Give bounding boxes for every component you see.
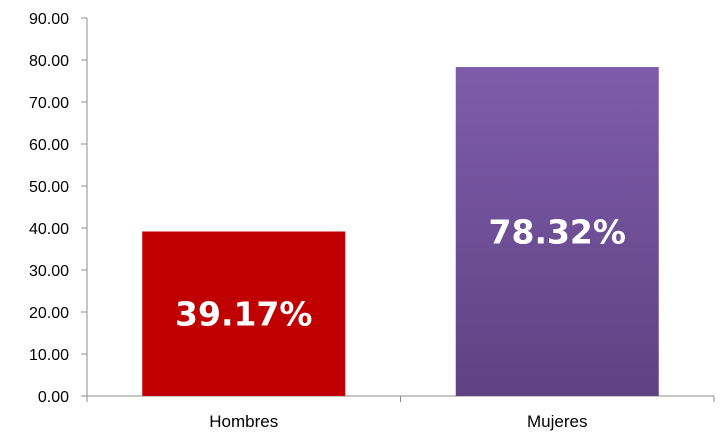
y-tick-label: 60.00	[29, 137, 69, 154]
bar-hombres	[142, 231, 346, 396]
data-label-mujeres: 78.32%	[489, 213, 626, 252]
bars: 39.17% 78.32%	[142, 67, 659, 396]
category-label-mujeres: Mujeres	[527, 412, 587, 431]
y-tick-label: 40.00	[29, 221, 69, 238]
y-tick-label: 90.00	[29, 11, 69, 28]
y-tick-label: 10.00	[29, 347, 69, 364]
category-label-hombres: Hombres	[209, 412, 278, 431]
y-tick-label: 0.00	[38, 389, 69, 406]
x-axis: Hombres Mujeres	[86, 395, 715, 431]
bar-mujeres	[455, 67, 659, 396]
y-axis: 0.00 10.00 20.00 30.00 40.00 50.00 60.00 70.00 8…	[29, 11, 88, 406]
y-tick-label: 80.00	[29, 53, 69, 70]
y-tick-label: 70.00	[29, 95, 69, 112]
y-tick-label: 50.00	[29, 179, 69, 196]
y-tick-label: 30.00	[29, 263, 69, 280]
y-tick-label: 20.00	[29, 305, 69, 322]
data-label-hombres: 39.17%	[175, 295, 312, 334]
